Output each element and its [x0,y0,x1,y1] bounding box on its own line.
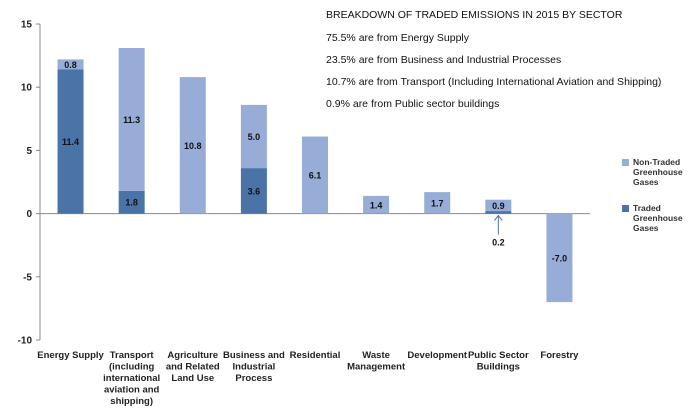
y-tick-label: 5 [26,146,32,157]
data-label: 0.8 [64,60,77,70]
data-label: 11.3 [123,115,140,125]
data-label: 11.4 [62,137,79,147]
category-label: Forestry [540,350,579,361]
bar-non-traded [302,136,328,214]
data-label: 10.8 [184,141,202,151]
category-label-line: aviation and [104,385,160,396]
legend-swatch-non-traded [622,159,629,166]
y-tick-label: -10 [18,336,33,347]
bar-non-traded [240,104,267,169]
legend-item-traded: Traded Greenhouse Gases [622,203,695,233]
data-label: 0.2 [492,238,505,248]
data-label: 1.8 [125,198,138,208]
bar-non-traded [179,77,206,214]
category-label-line: Waste [362,350,390,361]
legend-swatch-traded [622,205,629,212]
annotation-line-transport: 10.7% are from Transport (Including Inte… [326,76,662,88]
bar-non-traded [118,48,145,191]
data-label: 6.1 [309,171,322,181]
bar-non-traded [57,59,84,70]
bar-non-traded [546,213,573,303]
category-label-line: Management [347,362,406,373]
annotation-line-business: 23.5% are from Business and Industrial P… [326,54,562,66]
category-label-line: and Related [166,362,220,373]
category-label-line: Forestry [540,350,579,361]
data-label: -7.0 [552,253,568,263]
bar-traded [240,168,267,214]
y-tick-label: 0 [26,209,32,220]
category-label-line: Land Use [171,373,214,384]
bar-traded [118,190,145,214]
bar-non-traded [363,195,390,214]
chart-bars [57,48,573,303]
category-label-line: Agriculture [167,350,218,361]
legend-label-non-traded: Non-Traded Greenhouse Gases [633,157,683,187]
category-label: Development [407,350,467,361]
category-label-line: Process [235,373,272,384]
category-label: Agriculture and Related Land Use [166,350,220,384]
category-label: Waste Management [347,350,406,373]
bar-traded [485,211,512,214]
chart-category-labels: Energy Supply Transport (including internat… [37,350,579,407]
y-tick-label: 10 [21,83,33,94]
legend-label-traded: Traded Greenhouse Gases [633,203,683,233]
category-label: Transport (including international aviation… [103,350,160,407]
annotation-title: BREAKDOWN OF TRADED EMISSIONS IN 2015 BY… [326,9,623,21]
data-label: 5.0 [248,132,261,142]
chart-data-labels: 11.4 0.8 1.8 11.3 10.8 3.6 5.0 6.1 1.4 1.7 0.2 0.9 -… [62,60,567,263]
category-label-line: shipping) [110,396,153,407]
category-label: Energy Supply [37,350,104,361]
category-label-line: Industrial [233,362,276,373]
data-label: 1.7 [431,198,444,208]
bar-non-traded [485,199,512,212]
category-label-line: (including [109,362,155,373]
category-label-line: Development [407,350,467,361]
category-label-line: Transport [110,350,155,361]
category-label-line: Residential [290,350,341,361]
category-label-line: Public Sector [468,350,529,361]
category-label-line: Energy Supply [37,350,104,361]
annotation-block: BREAKDOWN OF TRADED EMISSIONS IN 2015 BY… [326,8,686,119]
bar-non-traded [424,192,451,214]
category-label: Public Sector Buildings [468,350,529,373]
legend-item-non-traded: Non-Traded Greenhouse Gases [622,157,695,187]
y-tick-label: 15 [21,20,33,31]
bar-traded [57,69,84,214]
category-label-line: Buildings [477,362,520,373]
category-label: Business and Industrial Process [223,350,285,384]
category-label: Residential [290,350,341,361]
category-label-line: Business and [223,350,285,361]
data-label: 0.9 [492,201,505,211]
y-tick-label: -5 [23,272,32,283]
annotation-line-public: 0.9% are from Public sector buildings [326,98,500,110]
data-label: 3.6 [248,186,261,196]
annotation-line-energy: 75.5% are from Energy Supply [326,32,469,44]
data-label: 1.4 [370,200,383,210]
category-label-line: international [103,373,160,384]
label-pointer-arrowhead [493,214,503,221]
